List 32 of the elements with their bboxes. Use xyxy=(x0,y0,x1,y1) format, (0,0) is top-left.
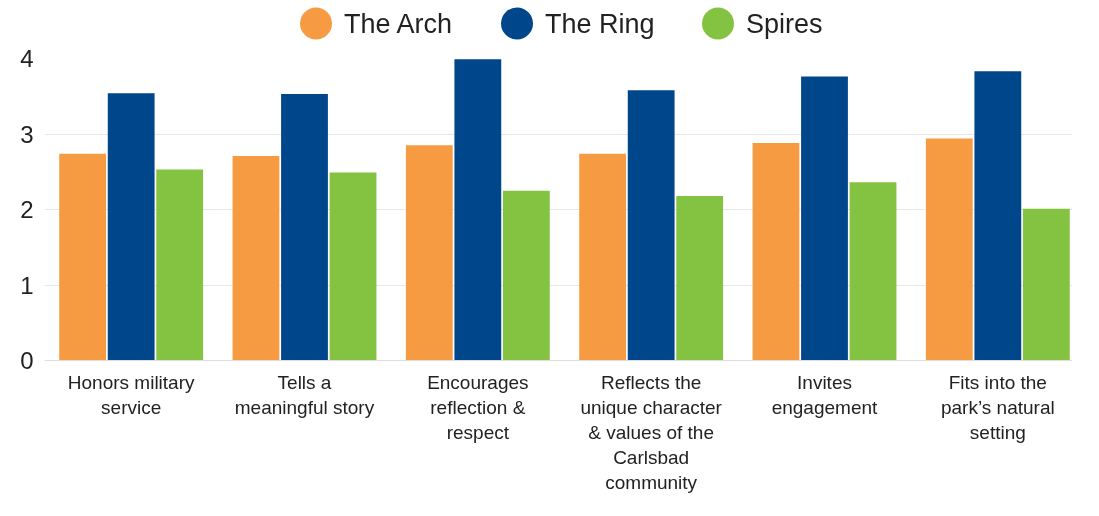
legend-label: Spires xyxy=(746,8,823,39)
bar xyxy=(107,93,155,361)
bar xyxy=(579,153,627,361)
x-tick-label: Honors military service xyxy=(67,371,196,418)
bar xyxy=(849,182,897,361)
x-tick-label: Tells a meaningful story xyxy=(234,371,375,418)
bar xyxy=(156,169,204,361)
bar xyxy=(627,90,675,361)
bar xyxy=(502,190,550,361)
bar xyxy=(974,71,1022,361)
bar xyxy=(925,138,973,361)
x-tick-label: Encourages reflection & respect xyxy=(427,371,529,443)
y-tick-label: 3 xyxy=(20,120,34,148)
x-tick-label: Invites engagement xyxy=(771,371,879,418)
bar xyxy=(454,59,502,361)
bar xyxy=(232,155,280,361)
y-tick-label: 0 xyxy=(20,347,34,374)
bar xyxy=(676,195,724,361)
bar xyxy=(59,153,107,361)
bar xyxy=(405,145,453,361)
bar xyxy=(752,143,800,361)
x-tick-label: Reflects the unique character & values of the Carlsbad community xyxy=(580,371,723,494)
y-tick-label: 1 xyxy=(20,271,34,299)
bar xyxy=(281,93,328,361)
x-tick-label: Fits into the park’s natural setting xyxy=(940,371,1055,443)
bar xyxy=(1022,208,1070,361)
legend-label: The Arch xyxy=(344,8,453,39)
y-tick-label: 2 xyxy=(20,196,34,223)
bar xyxy=(329,172,377,361)
bar xyxy=(801,76,848,361)
y-tick-label: 4 xyxy=(20,45,34,72)
legend-label: The Ring xyxy=(545,8,655,39)
